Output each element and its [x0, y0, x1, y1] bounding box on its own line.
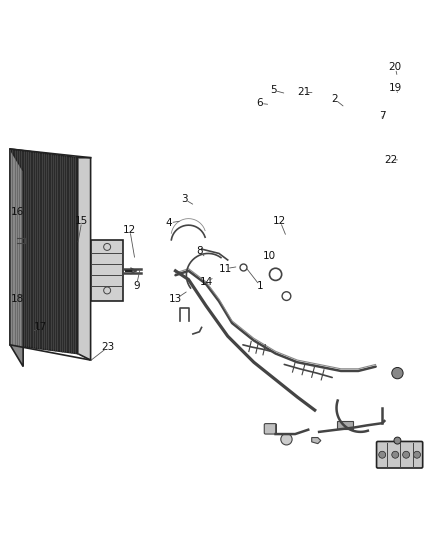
- Text: 9: 9: [133, 281, 140, 291]
- Circle shape: [394, 437, 401, 444]
- Text: 14: 14: [199, 277, 212, 287]
- Text: 1: 1: [257, 281, 264, 291]
- Text: 3: 3: [181, 194, 187, 204]
- Circle shape: [392, 451, 399, 458]
- Text: 16: 16: [11, 207, 25, 217]
- FancyBboxPatch shape: [264, 424, 276, 434]
- Circle shape: [403, 451, 410, 458]
- Text: 12: 12: [273, 216, 286, 226]
- Text: 4: 4: [166, 218, 172, 228]
- Polygon shape: [91, 240, 123, 301]
- Circle shape: [281, 434, 292, 445]
- Text: 10: 10: [262, 251, 276, 261]
- Text: 13: 13: [169, 294, 182, 304]
- Polygon shape: [10, 149, 78, 353]
- Text: 18: 18: [11, 294, 25, 304]
- Text: 12: 12: [123, 224, 136, 235]
- Text: 11: 11: [219, 264, 232, 273]
- Text: 23: 23: [101, 342, 115, 352]
- Text: 21: 21: [297, 87, 311, 98]
- Text: 8: 8: [196, 246, 203, 256]
- Text: 5: 5: [270, 85, 277, 95]
- Text: 2: 2: [331, 94, 338, 104]
- FancyBboxPatch shape: [377, 441, 423, 468]
- Circle shape: [413, 451, 420, 458]
- Polygon shape: [10, 149, 23, 367]
- Text: 7: 7: [379, 111, 385, 122]
- Polygon shape: [312, 438, 321, 443]
- Text: 22: 22: [384, 155, 398, 165]
- Circle shape: [379, 451, 386, 458]
- Text: 17: 17: [34, 322, 47, 333]
- Circle shape: [392, 367, 403, 379]
- Text: 15: 15: [75, 216, 88, 226]
- Polygon shape: [78, 158, 91, 360]
- Text: 19: 19: [389, 83, 402, 93]
- Polygon shape: [337, 422, 353, 429]
- Text: 6: 6: [256, 98, 263, 108]
- Text: 20: 20: [389, 62, 402, 72]
